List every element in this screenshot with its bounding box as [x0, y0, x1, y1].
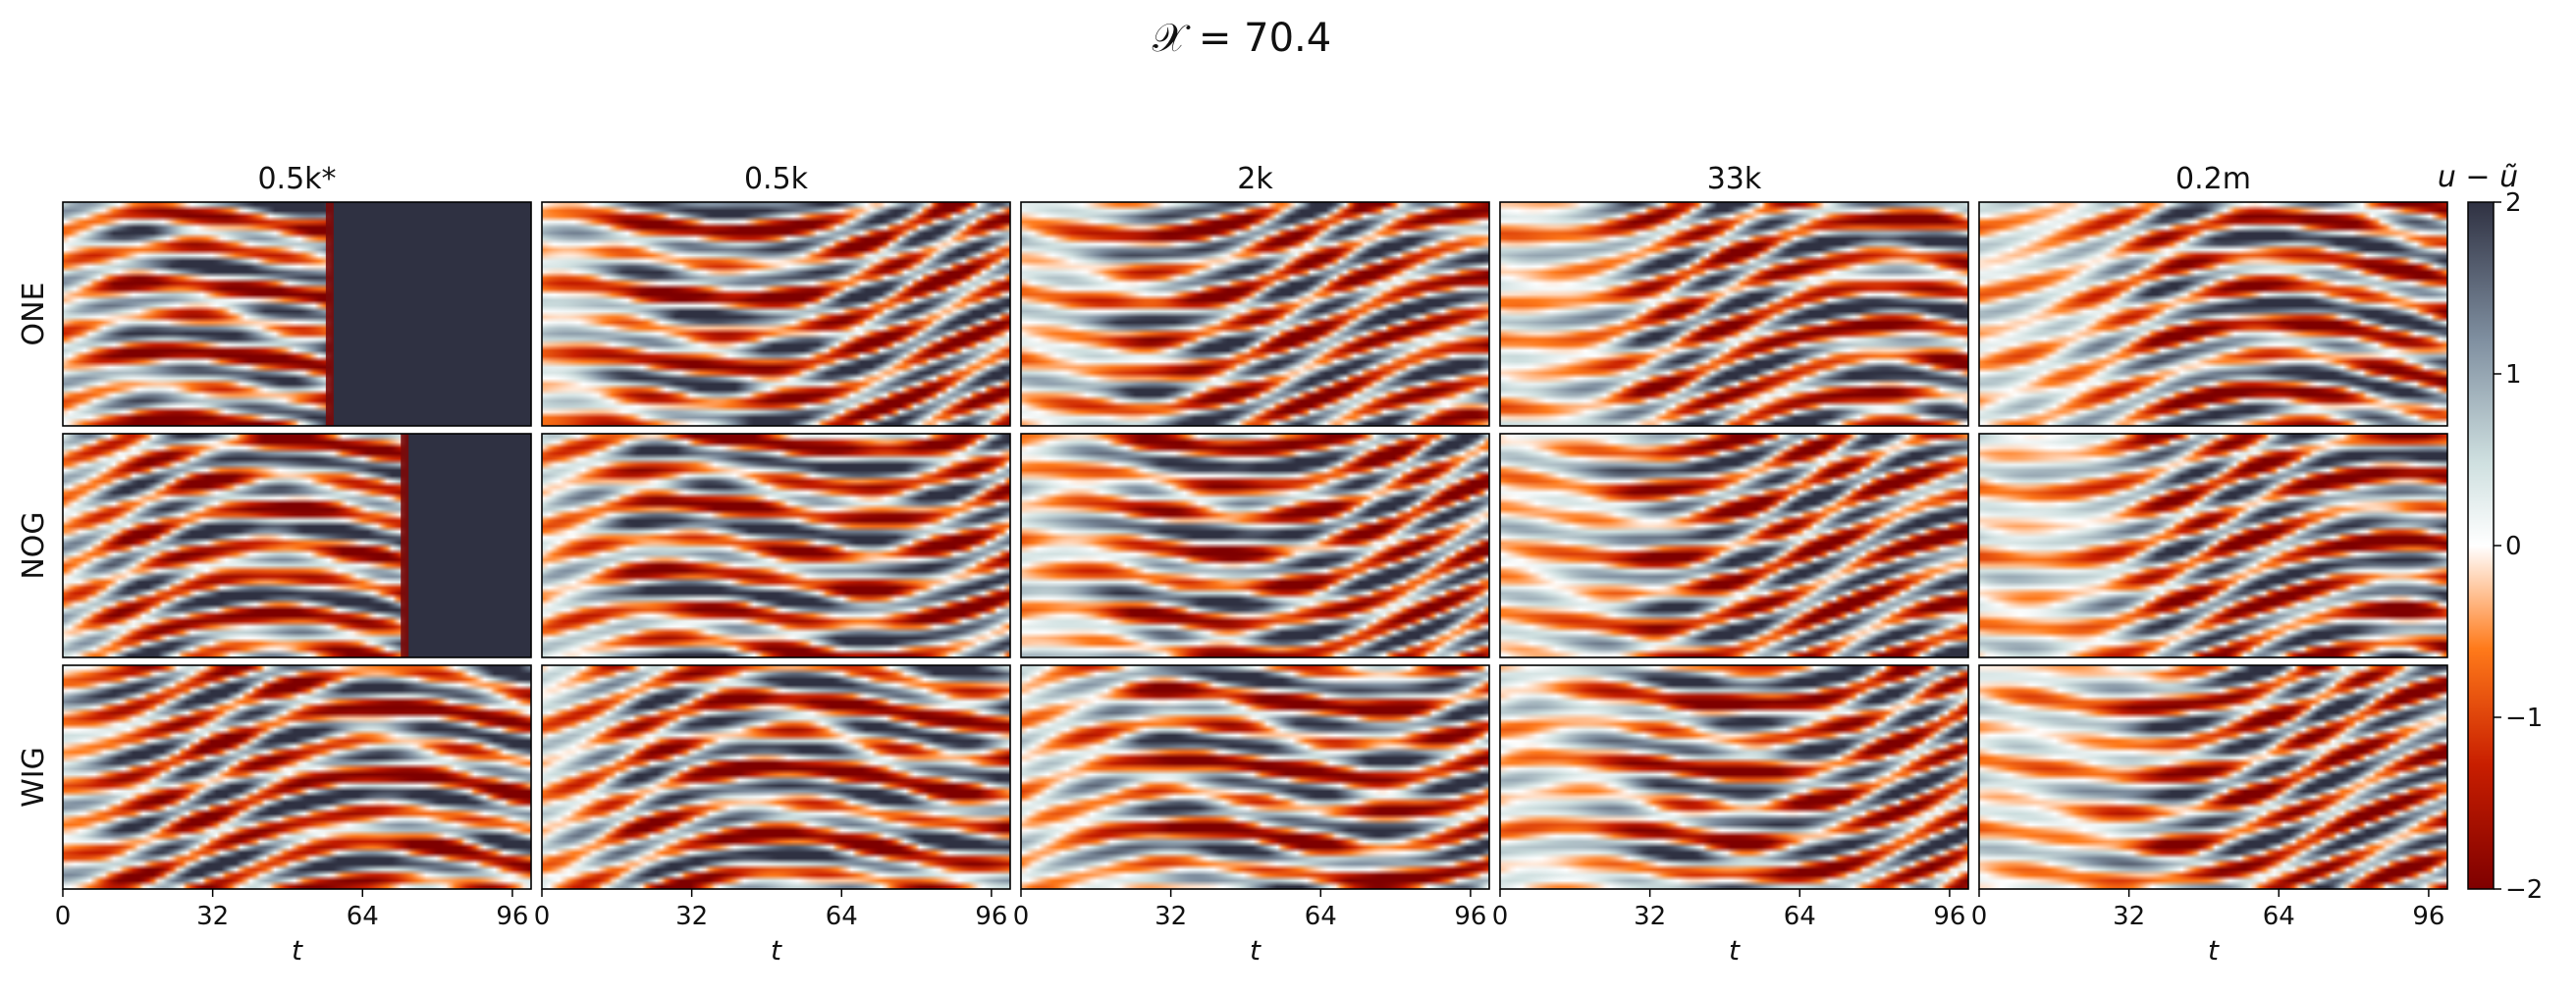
panel-frame	[1978, 664, 2448, 890]
heatmap-image	[1021, 665, 1489, 889]
panel-frame	[62, 201, 532, 427]
panel-frame	[541, 201, 1011, 427]
x-tick-label: 64	[826, 902, 858, 931]
heatmap-image	[1021, 202, 1489, 426]
x-tick-label: 32	[675, 902, 708, 931]
column-title: 0.2m	[2175, 162, 2251, 196]
panel-nog-05k: NOG	[17, 433, 532, 658]
panel-frame	[541, 664, 1011, 890]
panel-nog-33k	[1499, 433, 1969, 658]
x-tick-label: 0	[1013, 902, 1030, 931]
x-axis-label: t	[292, 934, 303, 967]
column-title: 0.5k	[744, 162, 809, 196]
panel-frame	[1020, 201, 1490, 427]
heatmap-image	[542, 434, 1010, 657]
figure-title: 𝒳 = 70.4	[1153, 16, 1331, 61]
x-tick-label: 64	[1305, 902, 1337, 931]
panel-wig-05k: 0 32 64 96 t	[534, 664, 1011, 967]
panel-frame	[541, 433, 1011, 658]
colorbar-tick-label: −2	[2505, 875, 2543, 905]
panel-wig-05k: WIG 0 32 64 96 t	[17, 664, 532, 967]
x-tick-label: 96	[1454, 902, 1486, 931]
panel-one-05k: 0.5k* ONE	[17, 162, 532, 427]
colorbar-tick-label: 0	[2505, 532, 2522, 561]
heatmap-image	[1500, 202, 1968, 426]
x-tick-label: 64	[347, 902, 379, 931]
heatmap-image	[542, 665, 1010, 889]
heatmap-image	[63, 434, 531, 657]
colorbar-label: u − ũ	[2438, 160, 2518, 194]
panel-frame	[62, 664, 532, 890]
colorbar-tick-label: 2	[2505, 188, 2522, 218]
x-tick-label: 96	[1933, 902, 1965, 931]
panel-nog-05k	[541, 433, 1011, 658]
x-tick-label: 32	[196, 902, 229, 931]
x-axis-label: t	[771, 934, 782, 967]
heatmap-image	[1021, 434, 1489, 657]
heatmap-image	[63, 202, 531, 426]
x-tick-label: 96	[496, 902, 528, 931]
x-tick-label: 32	[2113, 902, 2145, 931]
heatmap-image	[1979, 434, 2447, 657]
heatmap-image	[1979, 665, 2447, 889]
column-title: 0.5k*	[257, 162, 336, 196]
row-label: WIG	[17, 747, 51, 808]
x-axis-label: t	[2208, 934, 2220, 967]
row-label: NOG	[17, 511, 51, 579]
x-tick-label: 0	[55, 902, 72, 931]
panel-nog-02m	[1978, 433, 2448, 658]
panel-nog-2k	[1020, 433, 1490, 658]
column-title: 33k	[1707, 162, 1762, 196]
panel-wig-33k: 0 32 64 96 t	[1492, 664, 1969, 967]
colorbar-tick-label: −1	[2505, 704, 2543, 733]
panel-frame	[1499, 433, 1969, 658]
panel-frame	[1978, 433, 2448, 658]
saturation-front	[401, 434, 409, 657]
x-tick-label: 96	[2412, 902, 2444, 931]
panel-frame	[62, 433, 532, 658]
x-axis-label: t	[1250, 934, 1261, 967]
panel-frame	[1499, 664, 1969, 890]
panel-wig-02m: 0 32 64 96 t	[1971, 664, 2448, 967]
x-tick-label: 32	[1634, 902, 1666, 931]
x-axis-label: t	[1729, 934, 1741, 967]
x-tick-label: 0	[1971, 902, 1988, 931]
colorbar: 2 1 0 −1 −2 u − ũ	[2438, 160, 2543, 905]
panel-frame	[1020, 664, 1490, 890]
x-tick-label: 0	[534, 902, 551, 931]
panel-frame	[1499, 201, 1969, 427]
saturation-front	[325, 202, 334, 426]
heatmap-image	[542, 202, 1010, 426]
heatmap-image	[1979, 202, 2447, 426]
panel-wig-2k: 0 32 64 96 t	[1013, 664, 1490, 967]
panel-one-33k: 33k	[1499, 162, 1969, 427]
x-tick-label: 32	[1154, 902, 1187, 931]
panel-one-05k: 0.5k	[541, 162, 1011, 427]
heatmap-image	[1500, 665, 1968, 889]
x-tick-label: 96	[975, 902, 1007, 931]
x-tick-label: 0	[1492, 902, 1509, 931]
panel-grid: 0.5k* ONE 0.5k 2k 33k 0.2m NOG WIG 0 32 64 96 t 0 32 64…	[17, 162, 2448, 967]
heatmap-image	[63, 665, 531, 889]
x-tick-label: 64	[1784, 902, 1816, 931]
panel-one-2k: 2k	[1020, 162, 1490, 427]
colorbar-gradient	[2467, 201, 2495, 890]
panel-frame	[1020, 433, 1490, 658]
x-tick-label: 64	[2263, 902, 2295, 931]
colorbar-tick-label: 1	[2505, 360, 2522, 390]
heatmap-image	[1500, 434, 1968, 657]
column-title: 2k	[1237, 162, 1273, 196]
row-label: ONE	[17, 282, 51, 345]
panel-frame	[1978, 201, 2448, 427]
panel-one-02m: 0.2m	[1978, 162, 2448, 427]
